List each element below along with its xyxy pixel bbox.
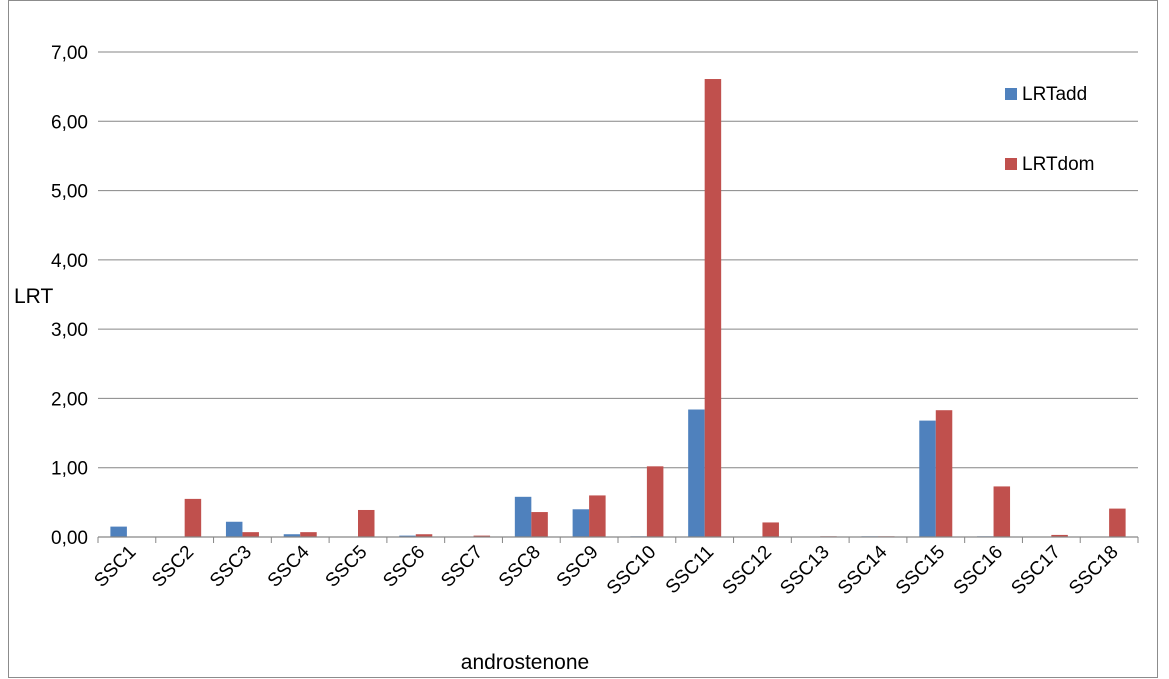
- bars: [110, 79, 1126, 538]
- bar-lrtadd-ssc8: [514, 496, 532, 537]
- chart-frame: [8, 0, 1158, 678]
- bar-lrtadd-ssc15: [919, 420, 936, 537]
- x-tick-labels: SSC1 SSC2 SSC3 SSC4 SSC5 SSC6 SSC7 SSC8 SSC9 SSC1…: [90, 537, 1139, 599]
- bar-lrtdom-ssc15: [935, 410, 953, 537]
- x-tick-label: SSC7: [437, 542, 487, 592]
- bar-lrtdom-ssc8: [531, 512, 548, 537]
- x-tick-label: SSC17: [1007, 542, 1064, 599]
- bar-lrtdom-ssc9: [589, 495, 606, 537]
- y-tick-label: 7,00: [51, 43, 88, 64]
- bar-lrtadd-ssc4: [283, 534, 301, 537]
- y-tick-label: 1,00: [51, 459, 88, 480]
- y-tick-label: 3,00: [51, 320, 88, 341]
- x-tick-label: SSC13: [776, 542, 833, 599]
- x-tick-label: SSC6: [379, 542, 429, 592]
- x-tick-label: SSC3: [206, 542, 256, 592]
- x-tick-label: SSC16: [950, 542, 1007, 599]
- bar-lrtdom-ssc4: [300, 532, 317, 537]
- x-tick-label: SSC1: [90, 542, 140, 592]
- bar-lrtdom-ssc12: [762, 522, 779, 537]
- y-tick-label: 6,00: [51, 112, 88, 133]
- legend-label-lrtadd: LRTadd: [1022, 84, 1087, 105]
- bar-lrtdom-ssc5: [358, 509, 375, 537]
- x-tick-label: SSC10: [603, 542, 660, 599]
- x-tick-label: SSC14: [834, 541, 892, 599]
- y-tick-label: 2,00: [51, 389, 88, 410]
- x-tick-label: SSC9: [553, 542, 603, 592]
- y-tick-label: 4,00: [51, 251, 88, 272]
- bar-lrtdom-ssc3: [242, 532, 259, 537]
- x-tick-label: SSC15: [892, 542, 949, 599]
- legend-swatch-lrtdom: [1005, 158, 1017, 170]
- bar-lrtdom-ssc6: [415, 534, 433, 537]
- legend-label-lrtdom: LRTdom: [1022, 154, 1095, 175]
- x-tick-label: SSC18: [1065, 542, 1122, 599]
- bar-lrtdom-ssc10: [646, 466, 664, 537]
- x-tick-label: SSC8: [495, 542, 545, 592]
- bar-lrtdom-ssc11: [704, 79, 722, 538]
- x-tick-label: SSC12: [719, 542, 776, 599]
- y-tick-label: 0,00: [51, 528, 88, 549]
- x-tick-label: SSC11: [662, 542, 718, 598]
- x-tick-label: SSC2: [148, 542, 198, 592]
- y-axis-title: LRT: [14, 285, 53, 308]
- x-axis-title: androstenone: [461, 651, 589, 674]
- bar-lrtadd-ssc6: [399, 535, 416, 537]
- y-tick-label: 5,00: [51, 182, 88, 203]
- y-tick-labels: 0,00 1,00 2,00 3,00 4,00 5,00 6,00 7,00: [51, 43, 88, 549]
- bar-lrtdom-ssc16: [993, 486, 1011, 537]
- bar-lrtdom-ssc7: [473, 535, 491, 537]
- x-tick-label: SSC5: [322, 542, 372, 592]
- bar-lrtadd-ssc9: [572, 509, 590, 537]
- bar-lrtdom-ssc17: [1051, 534, 1068, 537]
- bar-lrtdom-ssc18: [1109, 508, 1126, 537]
- bar-lrtdom-ssc2: [184, 498, 202, 537]
- bar-lrtadd-ssc11: [688, 409, 705, 537]
- gridlines: [98, 51, 1138, 469]
- x-tick-label: SSC4: [264, 541, 314, 591]
- legend-swatch-lrtadd: [1005, 88, 1017, 100]
- bar-lrtadd-ssc1: [110, 526, 127, 537]
- bar-lrtadd-ssc3: [225, 521, 243, 537]
- legend: LRTadd LRTdom: [1005, 84, 1095, 175]
